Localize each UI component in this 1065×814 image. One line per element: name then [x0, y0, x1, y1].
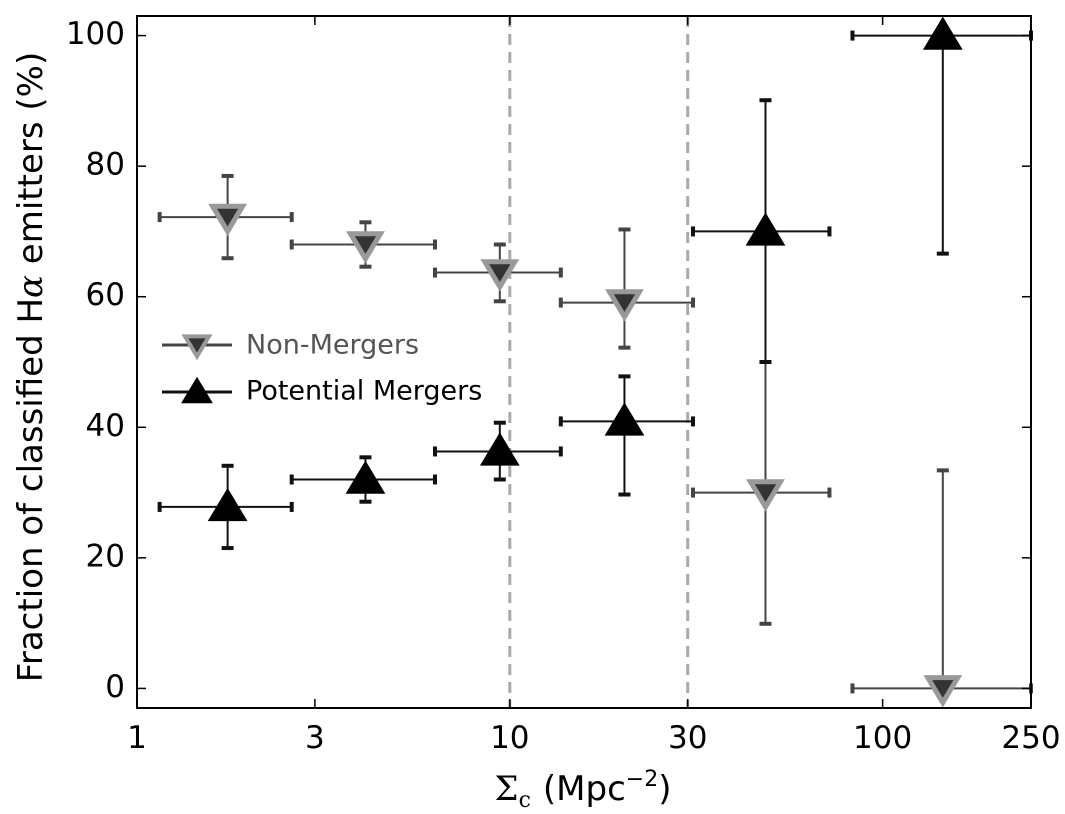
y-axis-title-prefix: Fraction of classified H	[11, 298, 51, 682]
x-axis-title-close: )	[658, 769, 671, 809]
x-tick-label-100: 100	[853, 720, 912, 756]
y-tick-label-0: 0	[105, 669, 125, 705]
plot-frame	[136, 15, 1032, 709]
y-axis-title-symbol: α	[11, 275, 51, 298]
marker-triangle-up-4	[745, 212, 786, 246]
marker-triangle-up-0	[207, 487, 248, 522]
y-axis-title-suffix: emitters (%)	[11, 52, 51, 275]
x-axis-title-unit: (Mpc	[543, 769, 626, 809]
x-tick-label-30: 30	[668, 720, 707, 756]
marker-triangle-down-0	[208, 203, 248, 237]
x-tick-label-3: 3	[305, 720, 325, 756]
y-tick-label-60: 60	[86, 277, 125, 313]
y-tick-label-80: 80	[86, 147, 125, 183]
y-tick-label-100: 100	[66, 16, 125, 52]
axis-ticks: 1 3 10 30 100 250 0 20 40 60 80 100	[66, 16, 1061, 756]
x-tick-label-10: 10	[490, 720, 529, 756]
series-non-mergers	[157, 173, 1033, 708]
legend-item-potential-mergers: Potential Mergers	[162, 376, 482, 407]
x-tick-label-1: 1	[127, 720, 147, 756]
legend-marker-non-mergers	[181, 334, 213, 361]
marker-triangle-up-2	[479, 432, 520, 466]
x-axis-title-subscript: c	[519, 788, 531, 813]
series-layer	[157, 16, 1033, 708]
marker-triangle-up-5	[922, 16, 963, 50]
marker-triangle-down-4	[746, 479, 785, 512]
y-tick-label-20: 20	[86, 538, 125, 574]
reference-lines	[508, 16, 690, 708]
x-tick-label-250: 250	[1001, 720, 1060, 756]
x-axis-title-symbol: Σ	[495, 769, 519, 809]
legend-item-non-mergers: Non-Mergers	[162, 330, 419, 361]
x-axis-title: Σc (Mpc−2)	[495, 767, 672, 813]
legend-label-potential-mergers: Potential Mergers	[246, 376, 482, 407]
marker-triangle-up-1	[345, 460, 386, 494]
y-axis-title: Fraction of classified Hα emitters (%)	[11, 52, 51, 682]
x-axis-title-exponent: −2	[626, 767, 658, 792]
marker-triangle-down-3	[605, 289, 644, 322]
marker-triangle-up-3	[604, 402, 645, 436]
series-potential-mergers	[157, 16, 1033, 551]
legend-marker-potential-mergers	[181, 376, 213, 404]
y-tick-label-40: 40	[86, 408, 125, 444]
legend: Non-Mergers Potential Mergers	[162, 330, 482, 407]
marker-triangle-down-5	[923, 675, 963, 708]
marker-triangle-down-2	[480, 259, 520, 292]
marker-triangle-down-1	[346, 231, 385, 264]
legend-label-non-mergers: Non-Mergers	[246, 330, 419, 361]
